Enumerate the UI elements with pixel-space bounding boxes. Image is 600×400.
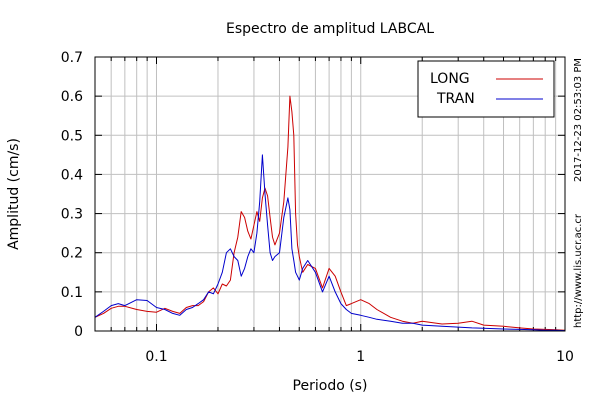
plot-frame: [94, 56, 566, 332]
y-axis-ticks: 0 0.1 0.2 0.3 0.4 0.5 0.6 0.7: [61, 50, 565, 340]
legend-label-long: LONG: [430, 71, 470, 87]
chart-title: Espectro de amplitud LABCAL: [226, 21, 434, 37]
source-url-label: http://www.lis.ucr.ac.cr: [573, 213, 584, 328]
y-tick-label: 0.5: [61, 128, 83, 144]
y-tick-label: 0.2: [61, 246, 83, 262]
y-tick-label: 0.6: [61, 89, 83, 105]
y-tick-label: 0.1: [61, 285, 83, 301]
y-tick-label: 0.4: [61, 167, 83, 183]
y-axis-title: Amplitud (cm/s): [6, 138, 22, 250]
series-line-long: [94, 95, 566, 331]
x-axis-title: Periodo (s): [293, 378, 368, 394]
y-tick-label: 0: [74, 324, 83, 340]
series-line-tran: [94, 154, 566, 332]
legend-label-tran: TRAN: [436, 91, 475, 107]
x-tick-label: 1: [356, 349, 365, 365]
x-axis-ticks: 0.1 1 10: [94, 57, 574, 365]
y-tick-label: 0.3: [61, 207, 83, 223]
x-tick-label: 10: [556, 349, 574, 365]
y-tick-label: 0.7: [61, 50, 83, 66]
grid-lines: [94, 57, 566, 331]
legend: LONG TRAN: [417, 60, 555, 118]
series-lines: [94, 95, 566, 332]
legend-box: [417, 60, 555, 118]
x-tick-label: 0.1: [145, 349, 167, 365]
timestamp-label: 2017-12-23 02:53:03 PM: [573, 58, 584, 182]
